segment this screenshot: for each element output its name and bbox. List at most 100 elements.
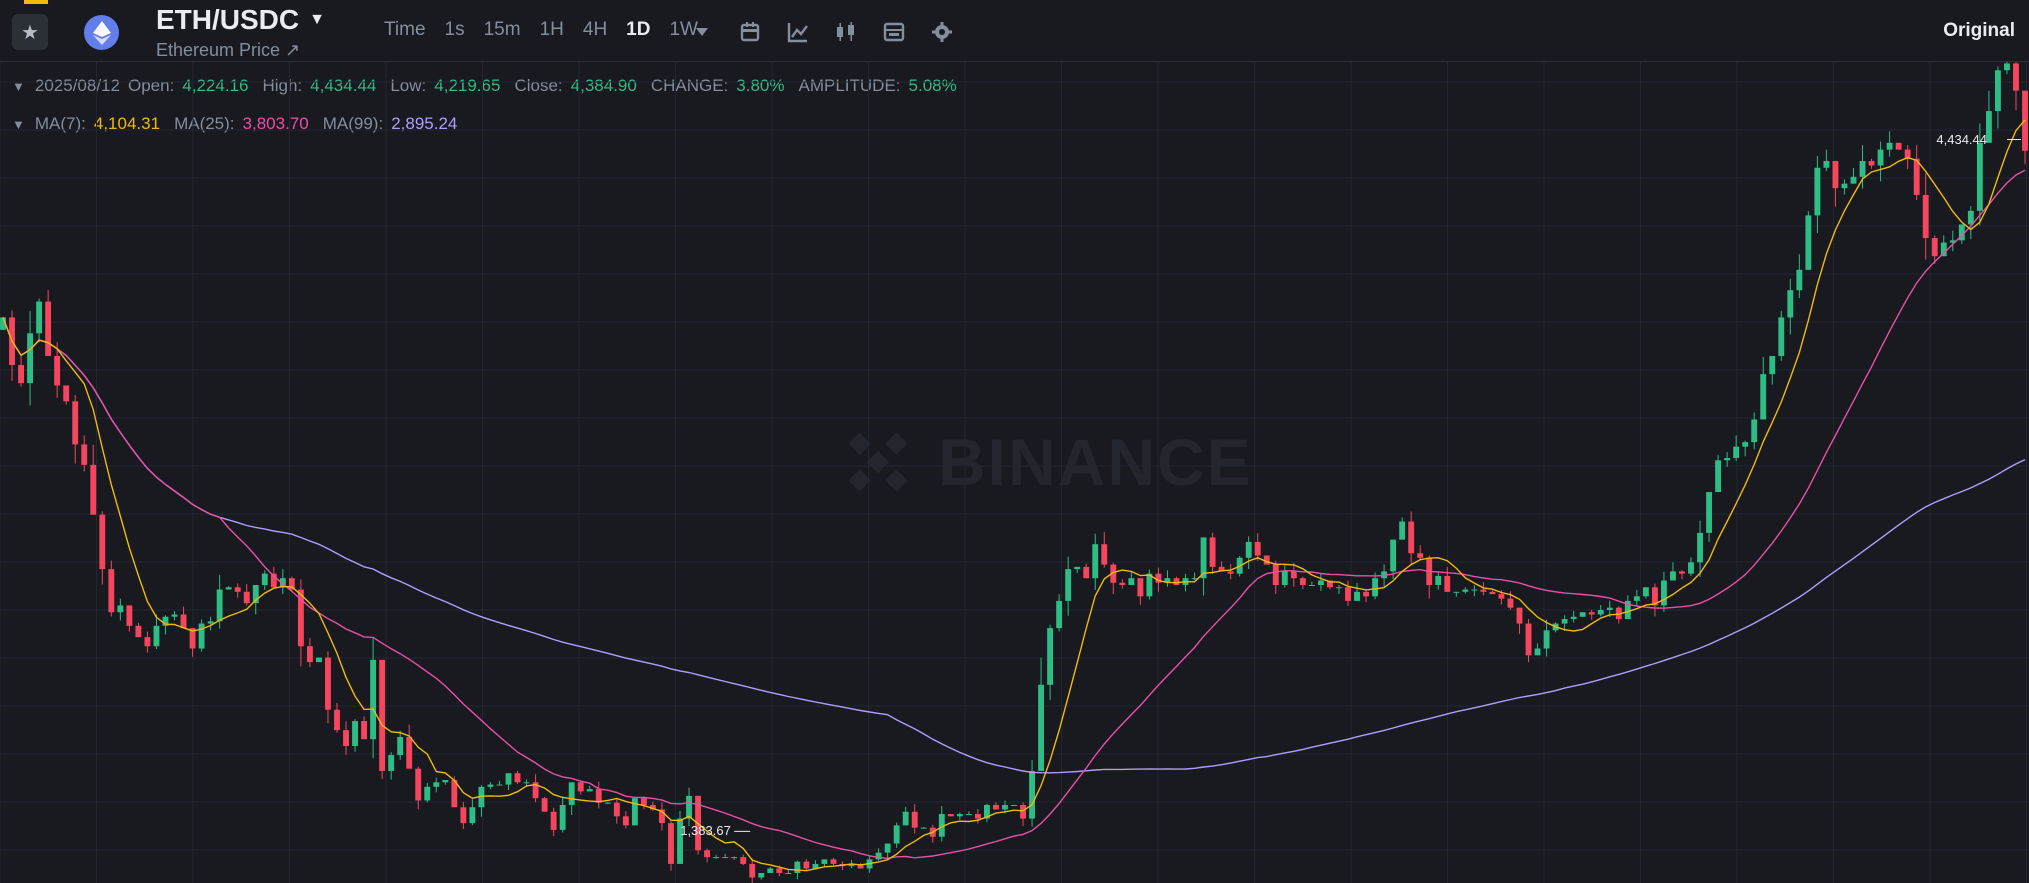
close-label: Close: <box>514 76 563 95</box>
candle-body <box>126 605 133 626</box>
candle-body <box>514 773 521 783</box>
candle-body <box>1805 215 1812 270</box>
interval-1s[interactable]: 1s <box>444 19 465 40</box>
candle-body <box>604 802 611 804</box>
candle-body <box>1354 591 1360 601</box>
low-value: 4,219.65 <box>434 76 501 95</box>
interval-15m[interactable]: 15m <box>483 19 521 40</box>
candle-body <box>640 798 647 805</box>
candle-body <box>433 782 440 787</box>
candle-body <box>1715 460 1722 493</box>
candle-body <box>1832 160 1839 189</box>
high-price-marker: 4,434.44 <box>1936 131 1987 147</box>
candle-body <box>848 863 855 867</box>
candle-body <box>1904 149 1911 159</box>
ma25-label: MA(25): <box>174 114 235 133</box>
candle-body <box>45 301 52 356</box>
calendar-icon[interactable] <box>726 18 774 46</box>
candle-body <box>1697 532 1703 563</box>
candle-body <box>1480 589 1487 592</box>
candle-body <box>532 782 539 799</box>
ma99-label: MA(99): <box>322 114 384 133</box>
candle-body <box>803 861 810 869</box>
candle-body <box>1245 541 1252 558</box>
candle-body <box>469 807 476 824</box>
view-original-button[interactable]: Original <box>1943 20 2015 41</box>
candle-body <box>1444 575 1451 592</box>
candle-body <box>27 333 34 384</box>
candle-body <box>1724 458 1731 461</box>
top-bar: ★ ETH/USDC ▼ Ethereum Price ↗ Time 1s 15… <box>0 0 2029 62</box>
favorite-star-icon[interactable]: ★ <box>12 14 48 50</box>
symbol-selector[interactable]: ETH/USDC ▼ <box>156 4 325 36</box>
price-page-link[interactable]: Ethereum Price ↗ <box>156 40 301 60</box>
candle-body <box>1065 569 1072 601</box>
candle-body <box>1769 355 1776 375</box>
candle-body <box>90 464 97 515</box>
candle-body <box>1209 537 1216 567</box>
interval-time[interactable]: Time <box>384 19 426 40</box>
candle-body <box>1020 804 1026 819</box>
low-label: Low: <box>390 76 427 95</box>
candle-body <box>1453 591 1460 593</box>
candle-body <box>920 827 927 829</box>
candle-body <box>478 786 485 808</box>
candle-body <box>1092 544 1099 579</box>
candle-body <box>1787 290 1794 318</box>
candle-body <box>1128 578 1135 586</box>
candle-body <box>352 721 358 747</box>
candle-body <box>234 587 241 592</box>
candle-body <box>460 807 467 824</box>
candle-body <box>135 625 142 638</box>
candle-body <box>406 736 413 769</box>
candle-body <box>713 857 720 859</box>
collapse-chevron-icon[interactable]: ▼ <box>12 116 25 132</box>
candlestick-chart[interactable] <box>0 62 2029 883</box>
interval-1w[interactable]: 1W <box>669 19 698 40</box>
candle-body <box>1525 623 1532 656</box>
candle-body <box>785 873 792 874</box>
candle-body <box>1191 578 1198 580</box>
candle-body <box>1561 619 1568 624</box>
candle-body <box>36 301 43 334</box>
interval-1d[interactable]: 1D <box>626 19 651 40</box>
candle-body <box>1101 544 1108 565</box>
candle-body <box>1534 648 1541 656</box>
candle-body <box>776 868 783 873</box>
candle-body <box>225 587 232 590</box>
indicator-icon[interactable] <box>774 18 822 46</box>
candle-body <box>243 591 250 604</box>
candle-body <box>2013 63 2019 91</box>
layout-icon[interactable] <box>870 18 918 46</box>
amplitude-label: AMPLITUDE: <box>798 76 901 95</box>
candle-body <box>586 789 593 792</box>
candle-body <box>270 573 277 588</box>
interval-4h[interactable]: 4H <box>582 19 608 40</box>
candle-body <box>677 818 683 864</box>
candle-body <box>279 578 286 588</box>
candle-body <box>306 646 313 663</box>
candle-body <box>1597 609 1604 615</box>
candle-body <box>1615 607 1622 620</box>
candle-body <box>884 843 891 853</box>
candle-body <box>1868 160 1875 166</box>
candle-body <box>252 585 259 604</box>
candle-body <box>1624 600 1631 620</box>
candle-body <box>162 616 169 626</box>
ma7-value: 4,104.31 <box>93 114 161 133</box>
candle-body <box>668 823 674 864</box>
candle-body <box>1579 612 1586 617</box>
candle-body <box>523 782 530 784</box>
candle-body <box>388 755 395 771</box>
candle-body <box>1254 541 1261 556</box>
candle-body <box>415 768 422 801</box>
candle-type-icon[interactable] <box>822 18 870 46</box>
ma25-value: 3,803.70 <box>242 114 309 133</box>
settings-icon[interactable] <box>918 18 966 46</box>
ma7-label: MA(7): <box>34 114 86 133</box>
candle-body <box>189 628 196 649</box>
more-intervals-dropdown-icon[interactable] <box>678 18 726 46</box>
candle-body <box>1814 167 1821 216</box>
active-indicator <box>24 0 48 4</box>
interval-1h[interactable]: 1H <box>539 19 564 40</box>
